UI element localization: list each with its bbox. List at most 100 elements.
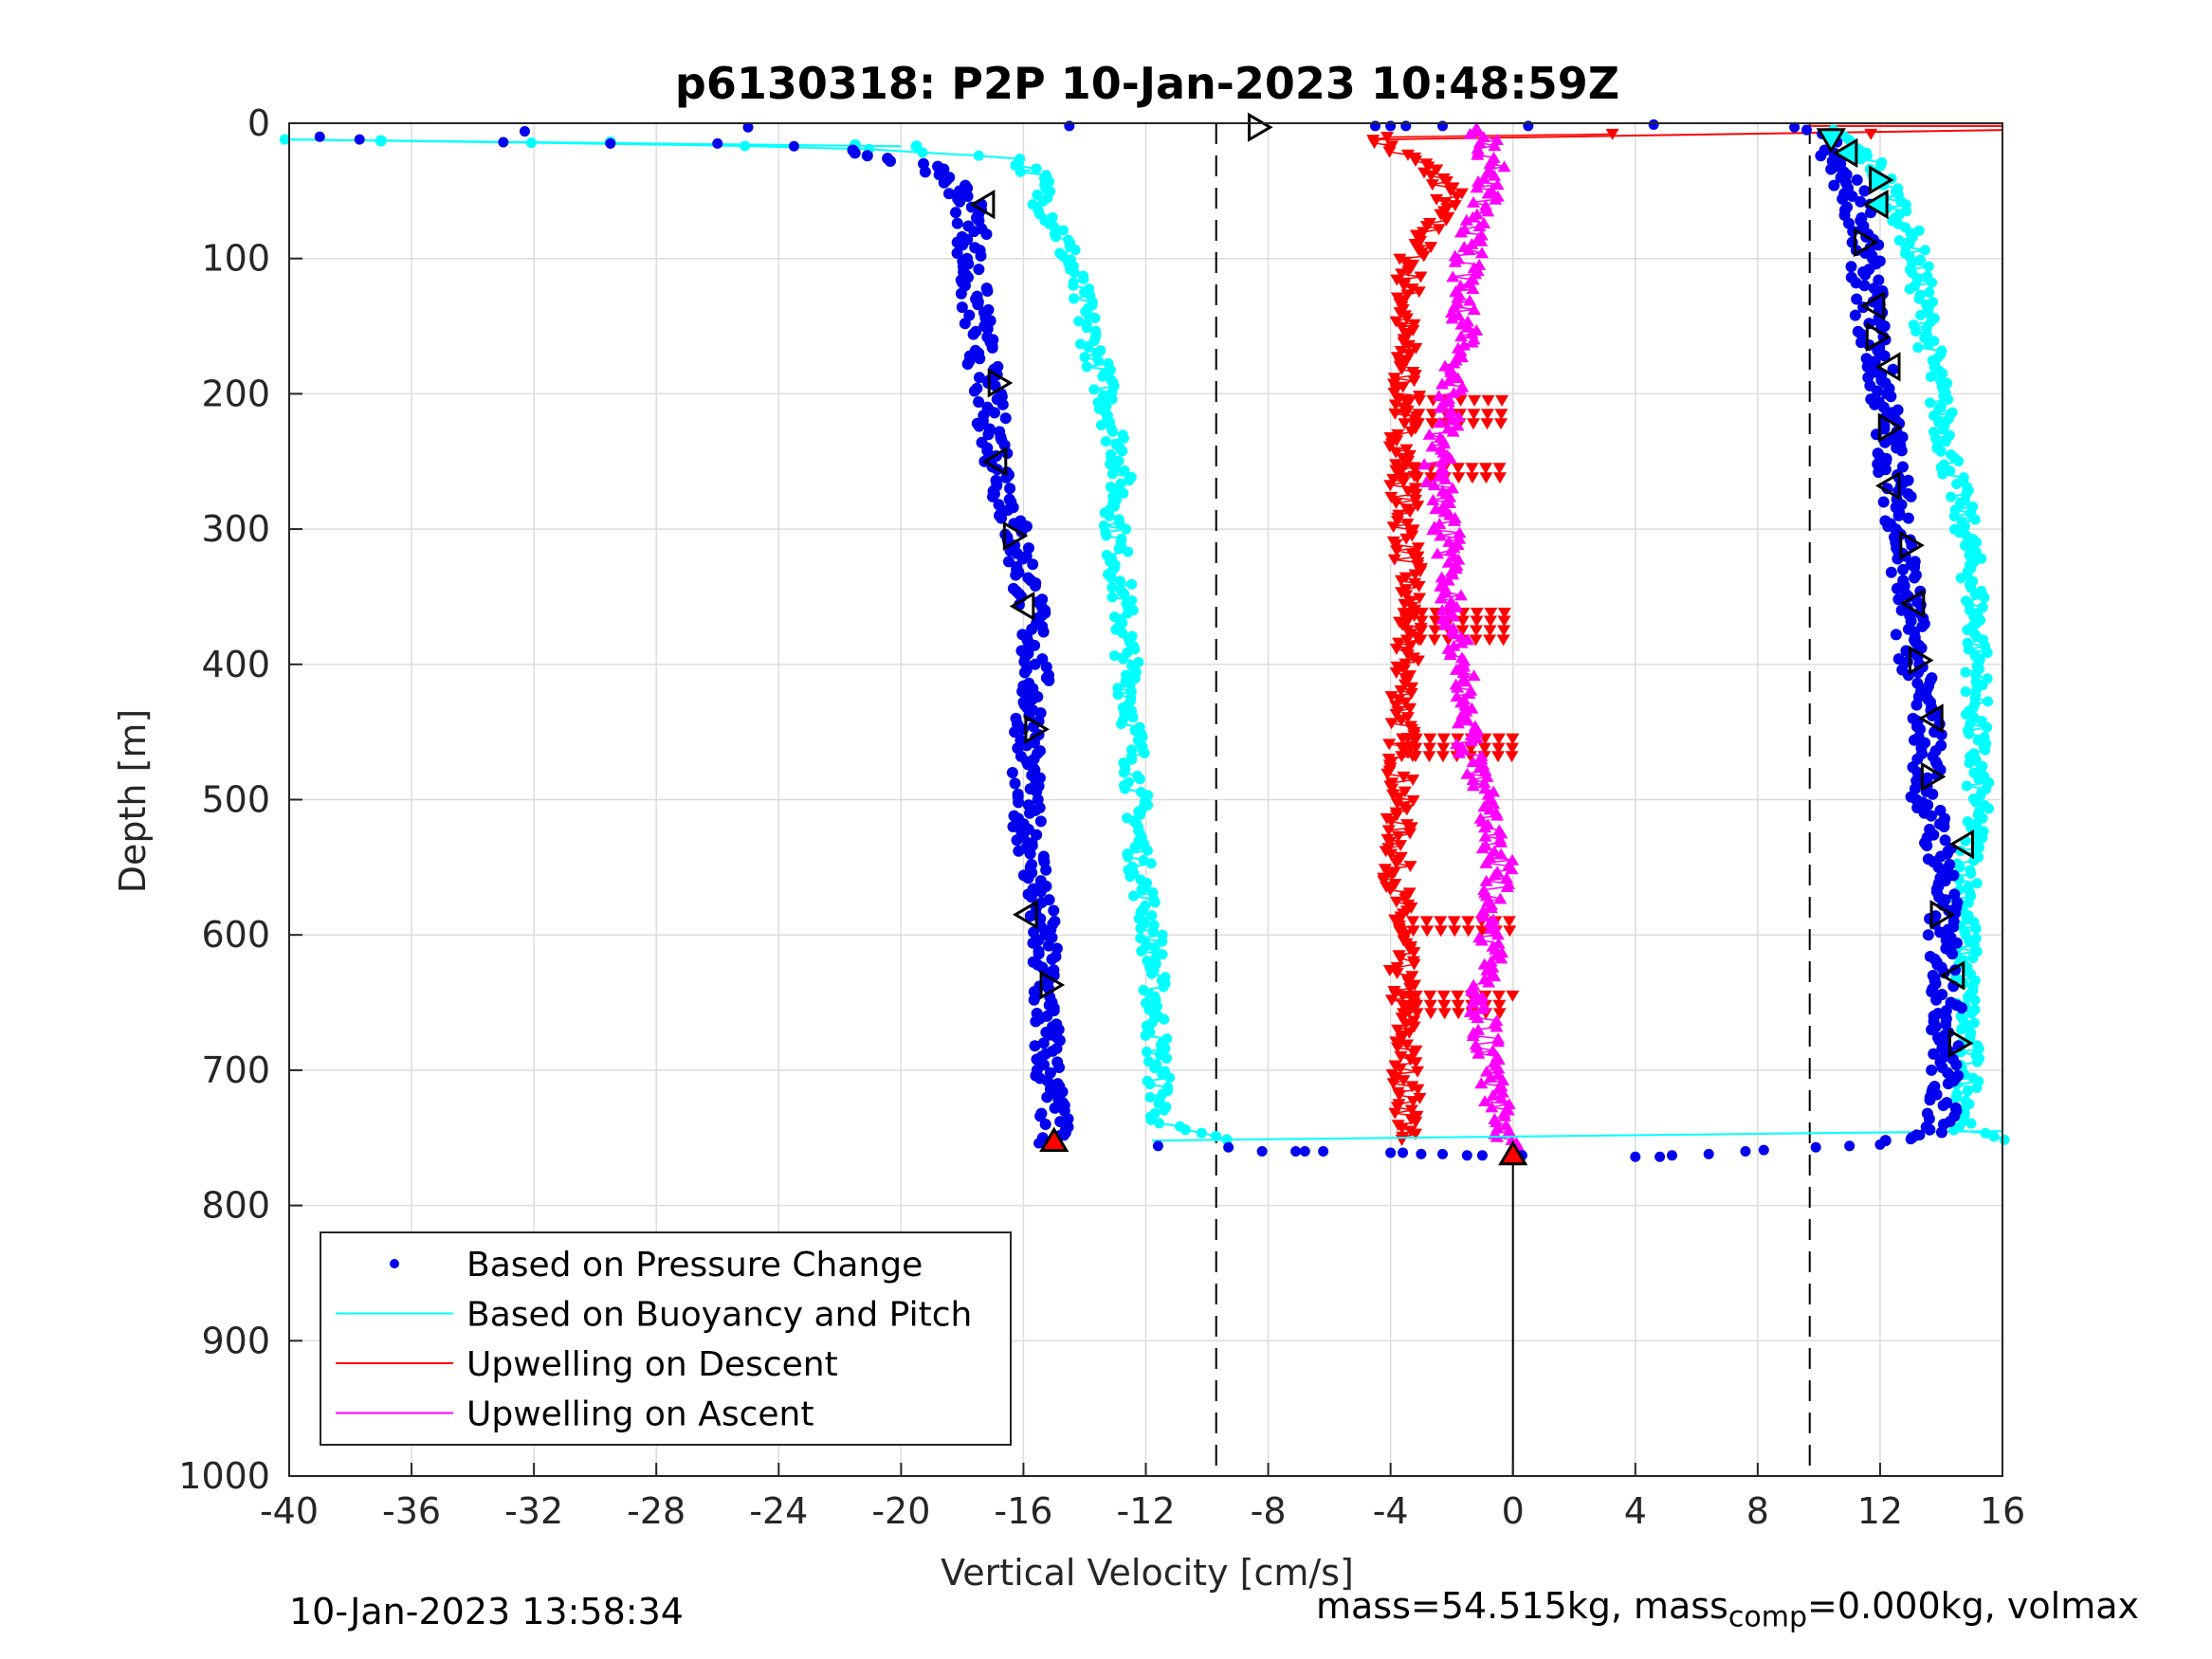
pressure-change-point	[942, 188, 955, 200]
pressure-change-point	[1039, 1118, 1051, 1130]
upwelling-descent-point	[1406, 916, 1420, 928]
buoyancy-pitch-point	[1944, 429, 1955, 441]
upwelling-ascent-point	[1446, 270, 1460, 283]
outline-triangle-marker	[969, 189, 996, 220]
upwelling-descent-point	[1399, 634, 1414, 647]
upwelling-descent-point	[1864, 128, 1878, 140]
upwelling-ascent-point	[1489, 806, 1503, 818]
upwelling-descent-point	[1409, 990, 1423, 1002]
buoyancy-pitch-point	[1119, 783, 1130, 794]
upwelling-ascent-point	[1467, 669, 1481, 682]
upwelling-descent-point	[1395, 715, 1409, 727]
pressure-change-point	[1022, 872, 1034, 884]
outline-triangle-marker	[1874, 352, 1901, 382]
pressure-change-point	[973, 420, 985, 432]
pressure-change-point	[996, 398, 1009, 410]
upwelling-descent-point	[1492, 999, 1507, 1012]
y-tick-label: 0	[247, 102, 270, 144]
outline-triangle-marker	[1002, 520, 1029, 551]
upwelling-descent-point	[1389, 643, 1403, 655]
x-tick-label: 0	[1502, 1490, 1525, 1532]
outline-triangle-marker	[1929, 900, 1956, 930]
pressure-change-point	[968, 226, 980, 238]
buoyancy-pitch-point	[1126, 578, 1138, 590]
upwelling-descent-point	[1383, 884, 1398, 897]
upwelling-descent-point	[1497, 615, 1511, 628]
buoyancy-pitch-point	[1154, 1118, 1165, 1129]
upwelling-descent-point	[1407, 375, 1421, 388]
upwelling-descent-point	[1394, 840, 1408, 852]
outline-triangle-marker	[1012, 900, 1038, 930]
upwelling-ascent-point	[1460, 767, 1474, 779]
upwelling-ascent-point	[1454, 330, 1469, 342]
pressure-change-point	[957, 239, 969, 251]
buoyancy-pitch-point	[1127, 712, 1139, 723]
upwelling-ascent-point	[1488, 845, 1502, 857]
x-tick-label: -16	[994, 1490, 1052, 1532]
buoyancy-pitch-point	[1068, 280, 1079, 291]
upwelling-descent-point	[1392, 792, 1406, 804]
upwelling-ascent-point	[1450, 600, 1464, 612]
pressure-change-point	[1872, 385, 1884, 397]
y-tick-label: 800	[201, 1185, 270, 1227]
upwelling-ascent-point	[1465, 702, 1479, 714]
upwelling-ascent-point	[1445, 482, 1459, 494]
buoyancy-pitch-point	[1122, 608, 1133, 619]
y-tick-label: 500	[201, 779, 270, 821]
upwelling-ascent-point	[1492, 824, 1507, 836]
pressure-change-point	[1895, 445, 1908, 457]
upwelling-descent-point	[1430, 164, 1444, 176]
upwelling-descent-point	[1470, 615, 1484, 628]
upwelling-descent-point	[1451, 733, 1465, 745]
upwelling-descent-point	[1403, 506, 1417, 519]
upwelling-descent-point	[1423, 733, 1437, 745]
upwelling-descent-point	[1395, 751, 1409, 763]
upwelling-descent-point	[1411, 542, 1425, 555]
upwelling-ascent-point	[1490, 1121, 1505, 1134]
pressure-change-point	[951, 246, 963, 259]
buoyancy-pitch-point	[1913, 225, 1925, 236]
upwelling-descent-point	[1447, 916, 1461, 928]
series-buoyancy-pitch	[279, 124, 2010, 1145]
buoyancy-pitch-point	[1100, 436, 1111, 447]
upwelling-descent-point	[1415, 615, 1429, 628]
upwelling-descent-point	[1389, 539, 1403, 551]
upwelling-ascent-point	[1466, 273, 1480, 285]
upwelling-ascent-point	[1485, 184, 1499, 196]
upwelling-descent-point	[1409, 155, 1423, 167]
upwelling-descent-point	[1417, 250, 1431, 263]
upwelling-ascent-point	[1449, 678, 1463, 690]
upwelling-ascent-point	[1449, 354, 1463, 366]
upwelling-ascent-point	[1478, 764, 1492, 776]
pressure-change-point	[1939, 834, 1951, 847]
upwelling-descent-point	[1389, 708, 1403, 720]
upwelling-ascent-point	[1441, 574, 1455, 586]
outline-triangle-marker	[1039, 970, 1066, 1000]
upwelling-descent-point	[1467, 409, 1481, 421]
upwelling-ascent-point	[1457, 223, 1472, 235]
upwelling-ascent-point	[1431, 547, 1445, 559]
pressure-change-point	[1942, 1078, 1954, 1090]
upwelling-ascent-point	[1477, 884, 1491, 896]
upwelling-descent-point	[1388, 1060, 1402, 1072]
upwelling-descent-point	[1465, 463, 1479, 475]
pressure-change-point	[1789, 121, 1801, 133]
pressure-change-point	[519, 126, 530, 137]
pressure-change-point	[1029, 580, 1041, 592]
x-tick-label: 16	[1980, 1490, 2025, 1532]
pressure-change-point	[1825, 163, 1837, 175]
pressure-change-point	[1049, 1102, 1061, 1114]
upwelling-descent-point	[1390, 515, 1404, 527]
upwelling-ascent-point	[1479, 856, 1493, 868]
x-tick-label: -12	[1116, 1490, 1175, 1532]
buoyancy-pitch-point	[1135, 922, 1146, 934]
upwelling-descent-point	[1396, 453, 1410, 465]
upwelling-descent-point	[1410, 999, 1424, 1012]
pressure-change-point	[1950, 1059, 1963, 1071]
pressure-change-point	[1956, 1002, 1968, 1014]
pressure-change-point	[1914, 1129, 1926, 1140]
upwelling-ascent-point	[1502, 860, 1516, 872]
buoyancy-pitch-point	[1967, 1072, 1979, 1084]
upwelling-ascent-point	[1466, 283, 1480, 294]
buoyancy-pitch-point	[1106, 582, 1118, 593]
